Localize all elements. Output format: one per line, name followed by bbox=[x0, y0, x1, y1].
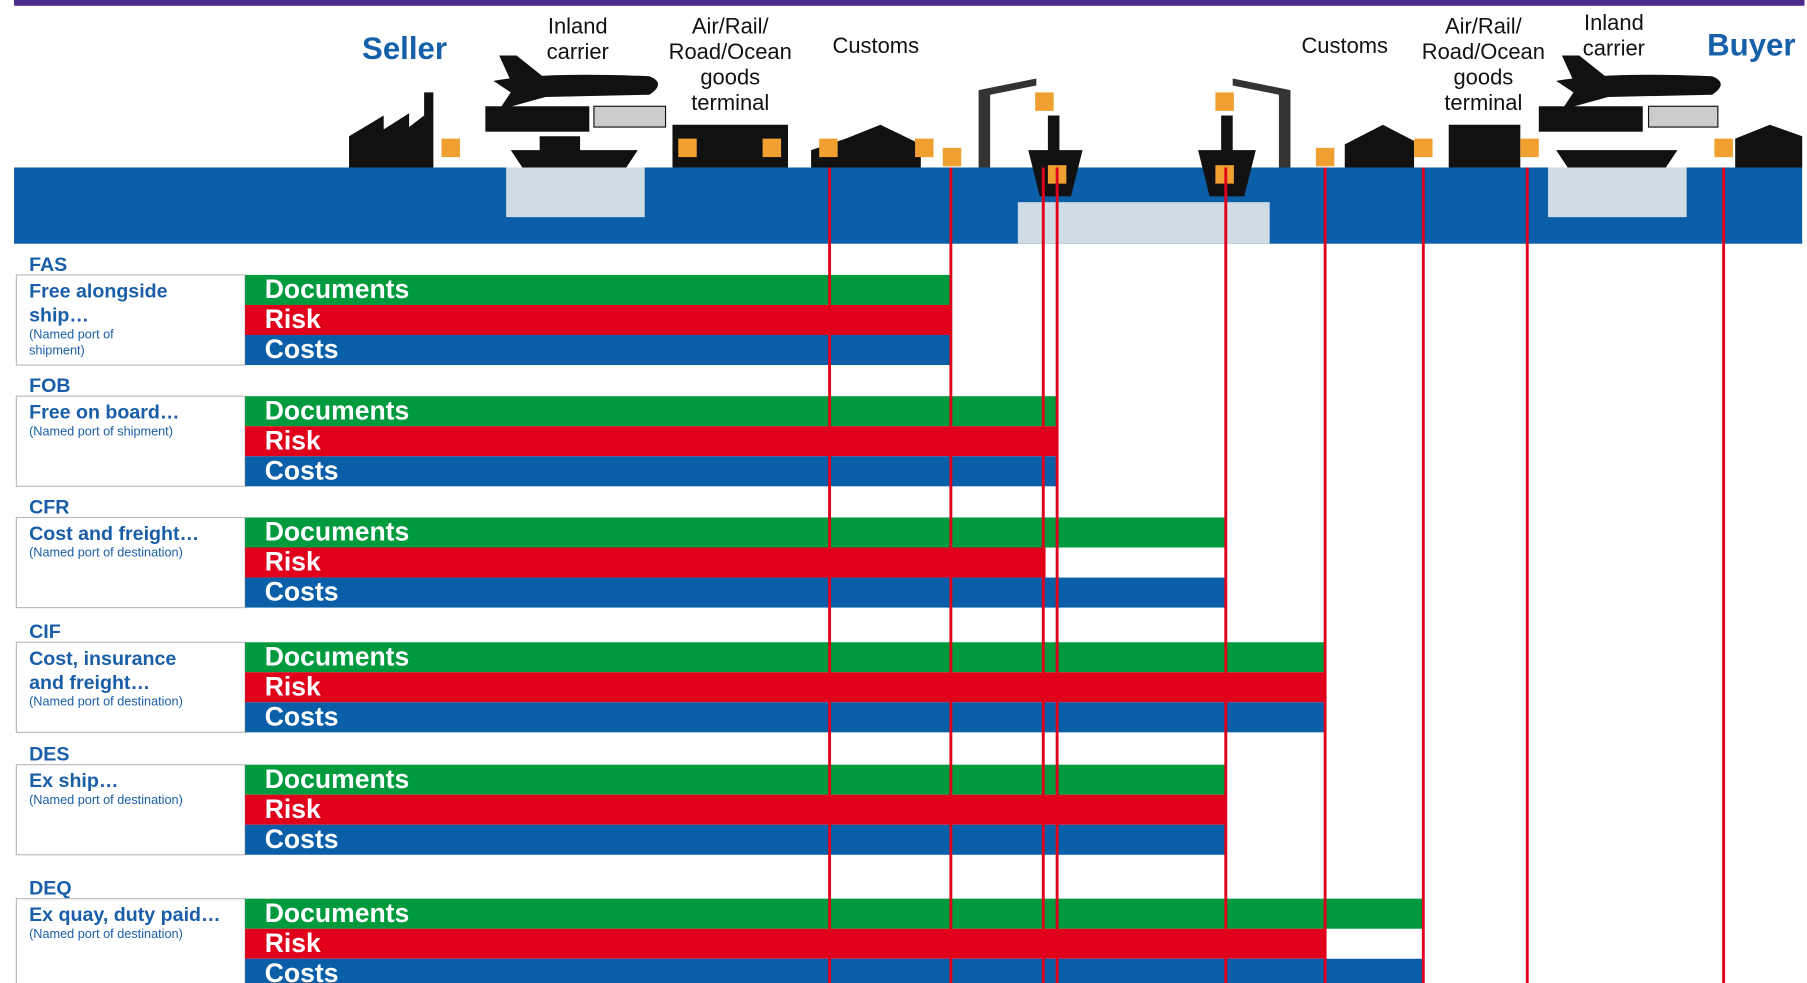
bar-label: Documents bbox=[265, 641, 410, 671]
water bbox=[1548, 167, 1687, 217]
ship-icon bbox=[511, 136, 638, 167]
terminal-icon bbox=[1449, 125, 1521, 168]
warehouse-icon bbox=[1735, 125, 1802, 168]
term-note: (Named port of destination) bbox=[29, 695, 183, 709]
stage-label: Road/Ocean bbox=[1422, 39, 1545, 64]
ground-band bbox=[14, 167, 1802, 243]
term-note: (Named port of destination) bbox=[29, 546, 183, 560]
term-name: Ex ship… bbox=[29, 770, 118, 792]
customs-icon bbox=[1345, 125, 1414, 168]
bar-label: Costs bbox=[265, 577, 339, 607]
factory-icon bbox=[349, 92, 433, 167]
train-icon bbox=[594, 106, 666, 127]
truck-icon bbox=[485, 106, 589, 131]
stage-label: goods bbox=[700, 64, 760, 89]
water bbox=[506, 167, 645, 217]
transport-scene bbox=[14, 55, 1802, 243]
term-code: CIF bbox=[29, 621, 61, 643]
stage-label: Inland bbox=[548, 14, 608, 39]
obligation-bar bbox=[245, 929, 1325, 959]
ship-icon bbox=[1556, 150, 1677, 167]
term-name: and freight… bbox=[29, 672, 150, 694]
term-code: FAS bbox=[29, 254, 67, 276]
term-note: (Named port of shipment) bbox=[29, 424, 173, 438]
bar-label: Risk bbox=[265, 425, 321, 455]
obligation-bar bbox=[245, 578, 1227, 608]
term-name: Free alongside bbox=[29, 280, 168, 302]
obligation-bar bbox=[245, 899, 1423, 929]
term-note: shipment) bbox=[29, 344, 85, 358]
buyer-label: Buyer bbox=[1707, 28, 1795, 63]
stage-label: goods bbox=[1453, 64, 1513, 89]
stage-label: carrier bbox=[1583, 35, 1645, 60]
plane-icon bbox=[1556, 55, 1721, 109]
stage-label: Air/Rail/ bbox=[692, 14, 770, 39]
stage-label: Inland bbox=[1584, 10, 1644, 35]
bar-label: Risk bbox=[265, 794, 321, 824]
train-icon bbox=[1649, 106, 1718, 127]
term-code: FOB bbox=[29, 375, 70, 397]
truck-icon bbox=[1539, 106, 1643, 131]
term-note: (Named port of destination) bbox=[29, 927, 183, 941]
bar-label: Risk bbox=[265, 547, 321, 577]
obligation-bar bbox=[245, 426, 1057, 456]
diagram: Seller Buyer InlandcarrierAir/Rail/Road/… bbox=[0, 0, 1807, 983]
bar-label: Costs bbox=[265, 455, 339, 485]
stage-label: Road/Ocean bbox=[669, 39, 792, 64]
term-note: (Named port of destination) bbox=[29, 793, 183, 807]
obligation-bar bbox=[245, 548, 1045, 578]
top-rule bbox=[14, 0, 1804, 6]
obligation-bar bbox=[245, 702, 1325, 732]
sea bbox=[1018, 202, 1270, 244]
bar-label: Documents bbox=[265, 274, 410, 304]
stage-label: terminal bbox=[1444, 90, 1522, 115]
stage-label: Customs bbox=[832, 33, 919, 58]
bar-label: Costs bbox=[265, 824, 339, 854]
obligation-bar bbox=[245, 335, 952, 365]
bar-label: Costs bbox=[265, 701, 339, 731]
term-code: DES bbox=[29, 744, 69, 766]
obligation-bar bbox=[245, 672, 1325, 702]
bar-label: Risk bbox=[265, 928, 321, 958]
bar-label: Documents bbox=[265, 517, 410, 547]
term-name: Free on board… bbox=[29, 402, 179, 424]
stage-label: terminal bbox=[691, 90, 769, 115]
term-name: Ex quay, duty paid… bbox=[29, 904, 221, 926]
bar-label: Documents bbox=[265, 764, 410, 794]
term-name: ship… bbox=[29, 305, 89, 327]
page: {"header": {"seller": "Seller", "buyer":… bbox=[0, 0, 1807, 983]
obligation-bar bbox=[245, 825, 1227, 855]
bar-label: Risk bbox=[265, 304, 321, 334]
stage-label: carrier bbox=[547, 39, 609, 64]
seller-label: Seller bbox=[362, 31, 447, 66]
bar-label: Documents bbox=[265, 898, 410, 928]
stage-label: Customs bbox=[1301, 33, 1388, 58]
crane-icon bbox=[979, 79, 1037, 168]
bar-label: Documents bbox=[265, 395, 410, 425]
obligation-bar bbox=[245, 959, 1423, 983]
obligation-bar bbox=[245, 456, 1057, 486]
term-name: Cost, insurance bbox=[29, 648, 176, 670]
term-name: Cost and freight… bbox=[29, 523, 199, 545]
bar-label: Costs bbox=[265, 334, 339, 364]
obligation-bar bbox=[245, 305, 952, 335]
bar-label: Risk bbox=[265, 671, 321, 701]
term-note: (Named port of bbox=[29, 327, 114, 341]
stage-label: Air/Rail/ bbox=[1445, 14, 1523, 39]
term-code: DEQ bbox=[29, 878, 72, 900]
bar-label: Costs bbox=[265, 958, 339, 983]
obligation-bar bbox=[245, 795, 1227, 825]
term-code: CFR bbox=[29, 496, 69, 518]
